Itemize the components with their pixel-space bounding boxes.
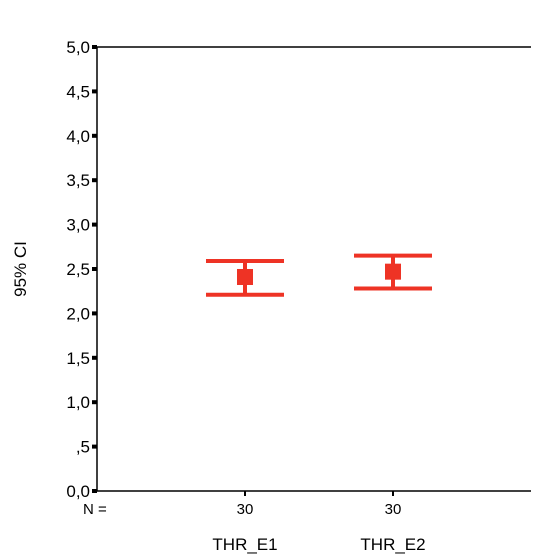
y-tick-label: 5,0 bbox=[66, 38, 90, 57]
axes bbox=[96, 46, 531, 492]
y-tick-label: 2,0 bbox=[66, 304, 90, 323]
y-tick-mark bbox=[92, 222, 97, 227]
y-tick-mark bbox=[92, 89, 97, 94]
x-tick-mark bbox=[244, 491, 246, 496]
y-tick-label: 1,0 bbox=[66, 393, 90, 412]
y-tick-mark bbox=[92, 45, 97, 49]
y-tick-label: 4,0 bbox=[66, 127, 90, 146]
y-tick-mark bbox=[92, 355, 97, 360]
category-label: THR_E1 bbox=[212, 535, 277, 554]
y-tick-mark bbox=[92, 311, 97, 316]
y-tick-mark bbox=[92, 400, 97, 405]
y-tick-mark bbox=[92, 444, 97, 449]
n-count-label: 30 bbox=[237, 501, 254, 518]
y-tick-mark bbox=[92, 178, 97, 183]
y-tick-mark bbox=[92, 489, 97, 493]
y-tick-label: ,5 bbox=[76, 438, 90, 457]
mean-marker bbox=[385, 263, 401, 280]
y-tick-label: 2,5 bbox=[66, 260, 90, 279]
y-tick-label: 3,5 bbox=[66, 171, 90, 190]
y-tick-label: 4,5 bbox=[66, 82, 90, 101]
y-tick-label: 1,5 bbox=[66, 349, 90, 368]
y-tick-mark bbox=[92, 133, 97, 138]
error-bars: 30 THR_E1 30 THR_E2 bbox=[206, 253, 432, 554]
x-tick-mark bbox=[392, 491, 394, 496]
y-tick-label: 3,0 bbox=[66, 216, 90, 235]
y-tick-label: 0,0 bbox=[66, 482, 90, 501]
y-tick-mark bbox=[92, 267, 97, 271]
y-ticks: 0,0 ,5 1,0 1,5 2,0 2,5 3,0 3,5 4,0 4,5 5,0 bbox=[66, 38, 97, 501]
y-axis-label: 95% CI bbox=[11, 241, 30, 297]
n-count-label: 30 bbox=[385, 501, 402, 518]
mean-marker bbox=[237, 268, 253, 285]
category-label: THR_E2 bbox=[360, 535, 425, 554]
n-label: N = bbox=[83, 501, 107, 518]
